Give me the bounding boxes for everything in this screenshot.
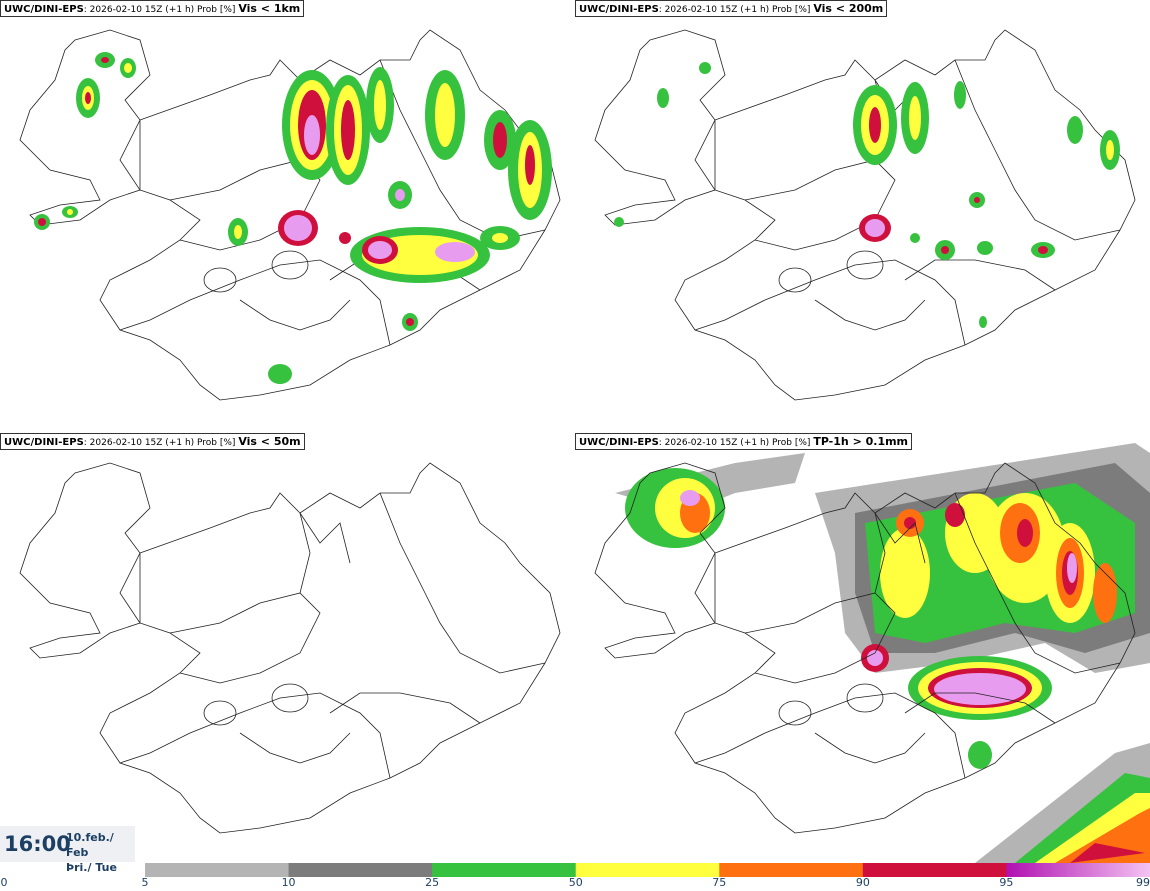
panel-title: UWC/DINI-EPS: 2026-02-10 15Z (+1 h) Prob… (575, 0, 888, 17)
colorbar-segment (432, 863, 577, 877)
colorbar-segment (145, 863, 290, 877)
prob-blobs (614, 62, 1120, 328)
colorbar-segment (719, 863, 864, 877)
colorbar-segment (1006, 863, 1150, 877)
colorbar-tick-label: 25 (425, 876, 440, 889)
map-panel-vis-50m: UWC/DINI-EPS: 2026-02-10 15Z (+1 h) Prob… (0, 433, 575, 863)
colorbar-tick-label: 50 (568, 876, 583, 889)
panel-title: UWC/DINI-EPS: 2026-02-10 15Z (+1 h) Prob… (575, 433, 913, 450)
colorbar-segment (575, 863, 720, 877)
colorbar-tick-label: 5 (141, 876, 149, 889)
colorbar-tick-label: 75 (712, 876, 727, 889)
colorbar-tick-label: 90 (855, 876, 870, 889)
iceland-map (594, 29, 1136, 401)
iceland-map (594, 443, 1150, 863)
panel-title: UWC/DINI-EPS: 2026-02-10 15Z (+1 h) Prob… (0, 433, 305, 450)
iceland-map (19, 462, 561, 834)
valid-hour: 16:00 (4, 832, 71, 856)
map-panel-vis-1km: UWC/DINI-EPS: 2026-02-10 15Z (+1 h) Prob… (0, 0, 575, 430)
colorbar-segment (288, 863, 433, 877)
iceland-map (19, 29, 561, 401)
colorbar-tick-label: 95 (999, 876, 1014, 889)
colorbar-tick-label: 10 (281, 876, 296, 889)
colorbar-tick-label: 0 (0, 876, 8, 889)
map-panel-vis-200m: UWC/DINI-EPS: 2026-02-10 15Z (+1 h) Prob… (575, 0, 1150, 430)
valid-time-box: 16:00 10.feb./ Feb Þri./ Tue (0, 826, 135, 874)
colorbar-tick-label: 99 (1136, 876, 1150, 889)
map-panel-tp-1h: UWC/DINI-EPS: 2026-02-10 15Z (+1 h) Prob… (575, 433, 1150, 863)
panel-title: UWC/DINI-EPS: 2026-02-10 15Z (+1 h) Prob… (0, 0, 305, 17)
colorbar (145, 862, 1150, 877)
colorbar-segment (862, 863, 1007, 877)
valid-date: 10.feb./ Feb Þri./ Tue (66, 831, 117, 874)
precip-field (615, 443, 1150, 863)
prob-blobs (34, 52, 552, 384)
